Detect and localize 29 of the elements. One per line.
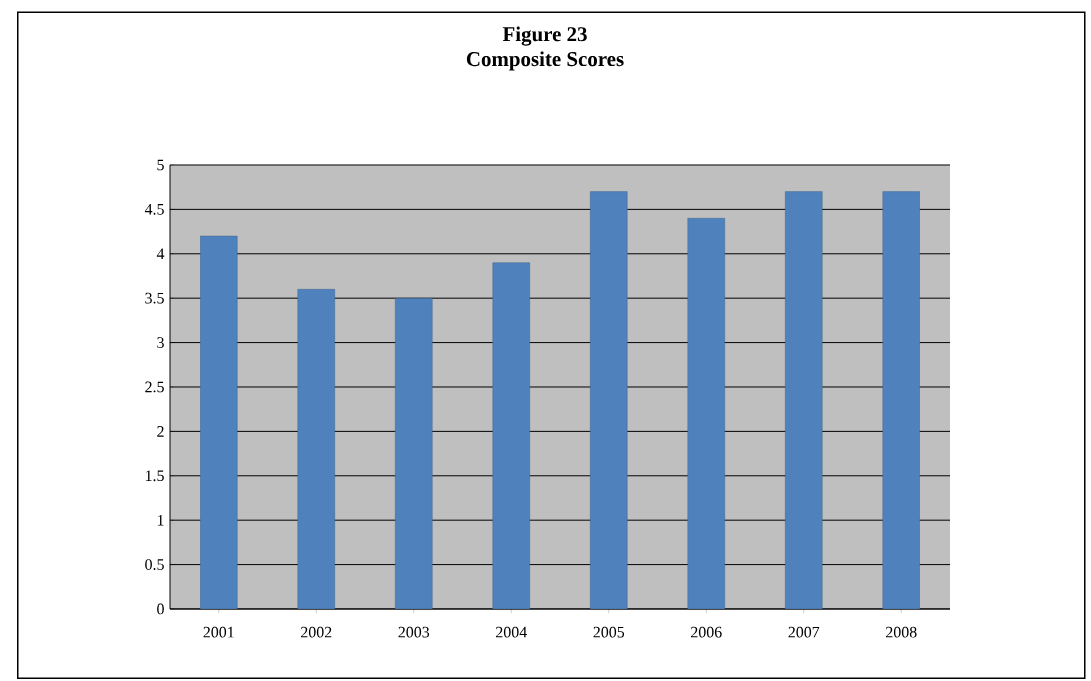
bar <box>297 289 335 609</box>
y-tick-label: 2.5 <box>145 381 164 393</box>
bar <box>882 191 920 609</box>
bar <box>395 297 433 609</box>
bar <box>590 191 628 609</box>
y-tick-label: 0 <box>157 603 164 615</box>
x-tick-label: 2004 <box>496 626 527 638</box>
bar <box>785 191 823 609</box>
y-tick-label: 2 <box>157 426 164 437</box>
x-tick-label: 2007 <box>788 626 820 638</box>
y-tick-label: 4.5 <box>144 204 164 215</box>
y-tick-label: 5 <box>157 159 164 171</box>
y-tick-label: 1 <box>157 514 164 526</box>
y-tick-label: 3.5 <box>145 292 164 304</box>
y-tick-label: 4 <box>156 248 165 260</box>
x-tick-label: 2002 <box>301 626 332 638</box>
x-tick-label: 2001 <box>203 626 234 638</box>
y-tick-label: 1.5 <box>145 470 164 482</box>
x-tick-label: 2005 <box>593 626 625 638</box>
x-tick-label: 2008 <box>886 626 917 638</box>
chart-title: Figure 23 <box>502 26 587 46</box>
y-tick-label: 0.5 <box>145 559 164 570</box>
chart-subtitle: Composite Scores <box>466 51 624 71</box>
x-tick-label: 2003 <box>398 626 430 638</box>
bar <box>200 235 238 609</box>
bar <box>492 262 530 609</box>
y-tick-label: 3 <box>157 337 164 348</box>
x-tick-label: 2006 <box>691 626 722 638</box>
bar <box>687 218 725 609</box>
